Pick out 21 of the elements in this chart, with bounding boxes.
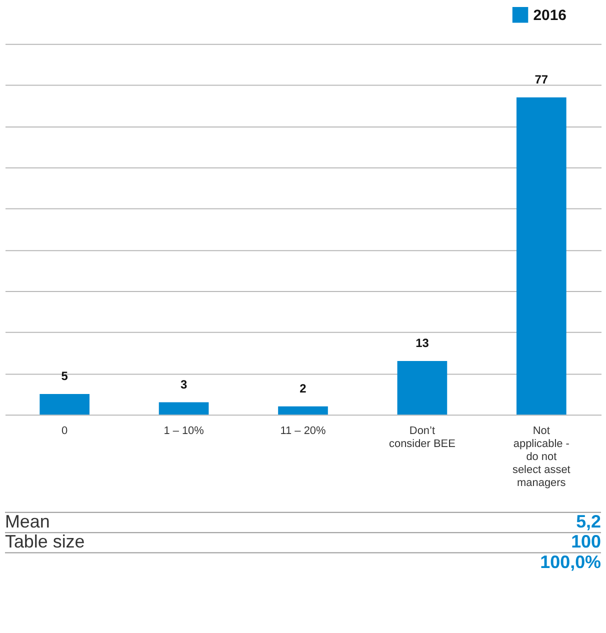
bar bbox=[158, 402, 209, 415]
bar bbox=[397, 361, 448, 415]
x-tick-label: 11 – 20% bbox=[280, 425, 326, 438]
x-tick-label: Don’t consider BEE bbox=[389, 425, 456, 450]
bar bbox=[516, 97, 566, 415]
text: 5,2 bbox=[576, 511, 602, 532]
data-label: 13 bbox=[416, 336, 430, 350]
x-tick-label: 0 bbox=[62, 425, 68, 438]
text: Mean bbox=[4, 511, 50, 532]
data-label: 77 bbox=[534, 72, 548, 86]
text: 100 bbox=[571, 532, 602, 552]
bar bbox=[278, 406, 328, 415]
bar bbox=[40, 394, 90, 415]
data-label: 2 bbox=[300, 381, 307, 396]
data-label: 3 bbox=[180, 377, 188, 392]
data-label: 5 bbox=[61, 369, 68, 384]
text: 100,0% bbox=[540, 552, 602, 572]
legend-label: 2016 bbox=[533, 6, 566, 24]
text: Table size bbox=[4, 532, 85, 552]
x-tick-label: 1 – 10% bbox=[164, 425, 204, 438]
x-tick-label: Not applicable - do not select asset managers bbox=[512, 425, 570, 489]
